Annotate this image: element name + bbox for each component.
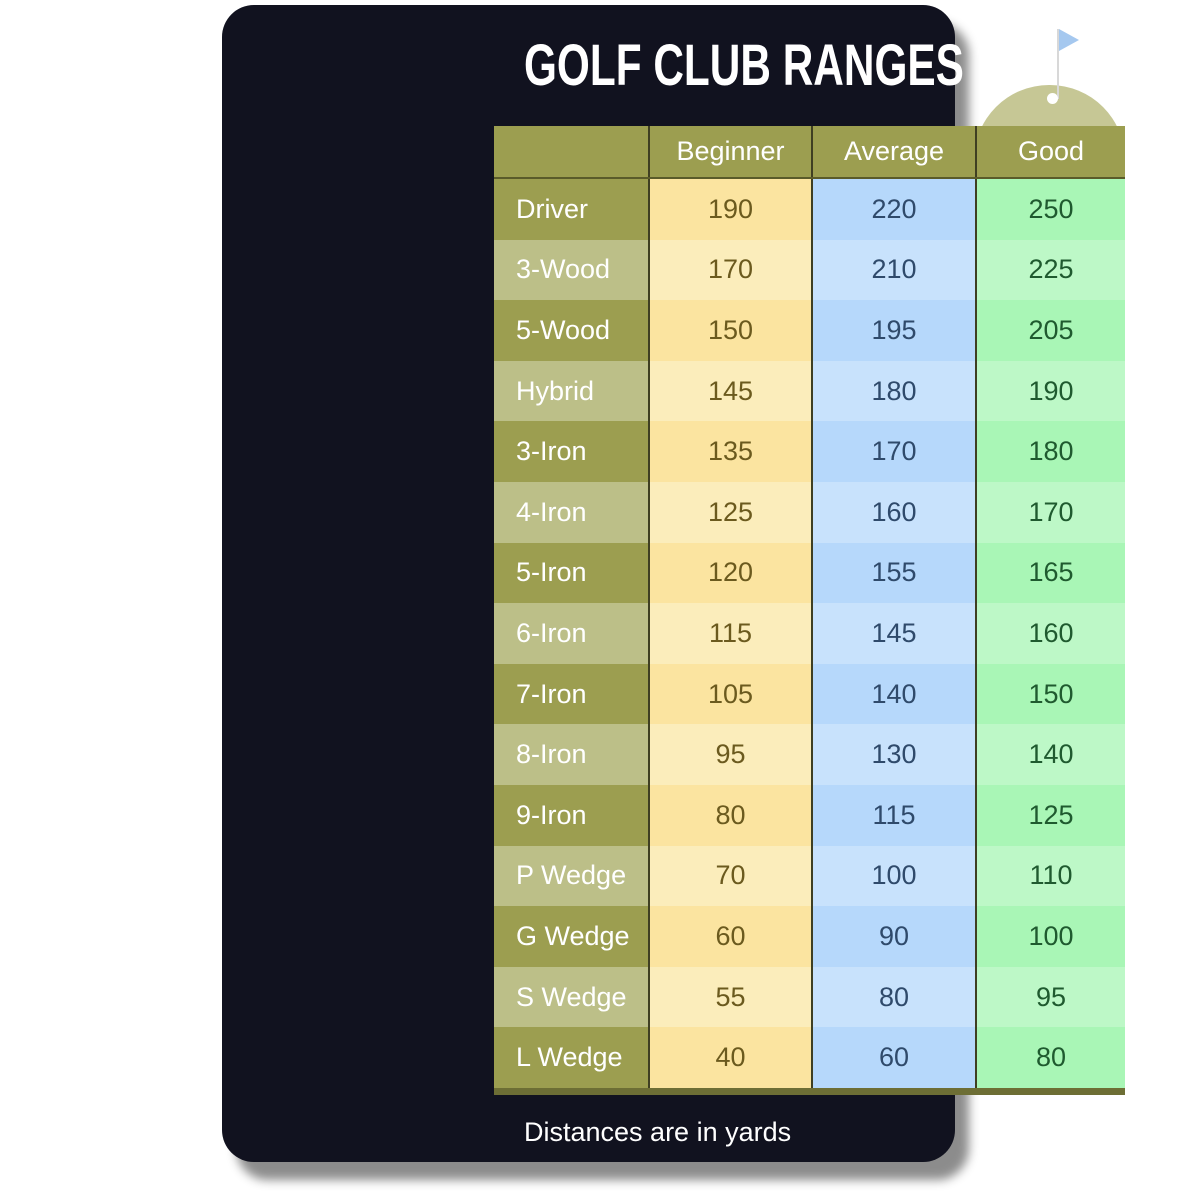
club-cell: 4-Iron [494, 481, 650, 543]
table-row: 3-Wood 170 210 225 [494, 239, 1125, 301]
table-row: 5-Wood 150 195 205 [494, 300, 1125, 361]
table-bottom-border [494, 1087, 1125, 1095]
beginner-cell: 145 [650, 360, 813, 422]
beginner-cell: 190 [650, 179, 813, 240]
club-cell: 3-Wood [494, 239, 650, 301]
club-cell: P Wedge [494, 845, 650, 907]
header-average: Average [813, 126, 977, 177]
beginner-cell: 120 [650, 542, 813, 604]
good-cell: 205 [977, 300, 1125, 361]
table-row: 8-Iron 95 130 140 [494, 724, 1125, 785]
good-cell: 140 [977, 724, 1125, 785]
footer-note: Distances are in yards [524, 1117, 792, 1147]
good-cell: 165 [977, 542, 1125, 604]
table-row: G Wedge 60 90 100 [494, 906, 1125, 967]
table-row: P Wedge 70 100 110 [494, 845, 1125, 907]
average-cell: 160 [813, 481, 977, 543]
table-row: 5-Iron 120 155 165 [494, 542, 1125, 604]
beginner-cell: 55 [650, 966, 813, 1028]
average-cell: 90 [813, 906, 977, 967]
golf-ball-icon [1047, 93, 1058, 104]
average-cell: 155 [813, 542, 977, 604]
average-cell: 195 [813, 300, 977, 361]
table-body: Driver 190 220 250 3-Wood 170 210 225 5-Wood 150 1… [494, 179, 1125, 1088]
beginner-cell: 70 [650, 845, 813, 907]
average-cell: 60 [813, 1027, 977, 1088]
average-cell: 170 [813, 421, 977, 482]
good-cell: 190 [977, 360, 1125, 422]
ranges-table: Beginner Average Good Driver 190 220 250 3-W… [494, 126, 1125, 1095]
beginner-cell: 135 [650, 421, 813, 482]
beginner-cell: 80 [650, 784, 813, 846]
club-cell: S Wedge [494, 966, 650, 1028]
good-cell: 170 [977, 481, 1125, 543]
average-cell: 210 [813, 239, 977, 301]
average-cell: 140 [813, 663, 977, 725]
beginner-cell: 105 [650, 663, 813, 725]
club-cell: 6-Iron [494, 603, 650, 664]
good-cell: 180 [977, 421, 1125, 482]
page-title: GOLF CLUB RANGES [524, 33, 964, 98]
average-cell: 115 [813, 784, 977, 846]
average-cell: 220 [813, 179, 977, 240]
club-cell: Driver [494, 179, 650, 240]
good-cell: 100 [977, 906, 1125, 967]
flag-pole-icon [1057, 29, 1059, 99]
table-row: S Wedge 55 80 95 [494, 966, 1125, 1028]
club-cell: 8-Iron [494, 724, 650, 785]
golf-card: GOLF CLUB RANGES Beginner Average Good D… [222, 5, 1125, 1162]
beginner-cell: 150 [650, 300, 813, 361]
good-cell: 110 [977, 845, 1125, 907]
beginner-cell: 40 [650, 1027, 813, 1088]
good-cell: 250 [977, 179, 1125, 240]
beginner-cell: 95 [650, 724, 813, 785]
header-beginner: Beginner [650, 126, 813, 177]
table-header: Beginner Average Good [494, 126, 1125, 179]
average-cell: 145 [813, 603, 977, 664]
good-cell: 125 [977, 784, 1125, 846]
table-row: 4-Iron 125 160 170 [494, 481, 1125, 543]
club-cell: G Wedge [494, 906, 650, 967]
club-cell: 9-Iron [494, 784, 650, 846]
club-cell: L Wedge [494, 1027, 650, 1088]
table-row: Driver 190 220 250 [494, 179, 1125, 240]
table-row: 7-Iron 105 140 150 [494, 663, 1125, 725]
table-row: 6-Iron 115 145 160 [494, 603, 1125, 664]
header-good: Good [1017, 136, 1085, 166]
beginner-cell: 170 [650, 239, 813, 301]
club-cell: 5-Wood [494, 300, 650, 361]
good-cell: 95 [977, 966, 1125, 1028]
good-cell: 160 [977, 603, 1125, 664]
good-cell: 150 [977, 663, 1125, 725]
club-cell: Hybrid [494, 360, 650, 422]
beginner-cell: 60 [650, 906, 813, 967]
golf-flag-icon [1059, 29, 1079, 51]
club-cell: 7-Iron [494, 663, 650, 725]
beginner-cell: 115 [650, 603, 813, 664]
club-cell: 5-Iron [494, 542, 650, 604]
average-cell: 100 [813, 845, 977, 907]
beginner-cell: 125 [650, 481, 813, 543]
table-row: 3-Iron 135 170 180 [494, 421, 1125, 482]
average-cell: 80 [813, 966, 977, 1028]
good-cell: 80 [977, 1027, 1125, 1088]
average-cell: 130 [813, 724, 977, 785]
table-row: Hybrid 145 180 190 [494, 360, 1125, 422]
good-cell: 225 [977, 239, 1125, 301]
table-row: 9-Iron 80 115 125 [494, 784, 1125, 846]
average-cell: 180 [813, 360, 977, 422]
table-row: L Wedge 40 60 80 [494, 1027, 1125, 1088]
club-cell: 3-Iron [494, 421, 650, 482]
header-club [494, 126, 650, 177]
